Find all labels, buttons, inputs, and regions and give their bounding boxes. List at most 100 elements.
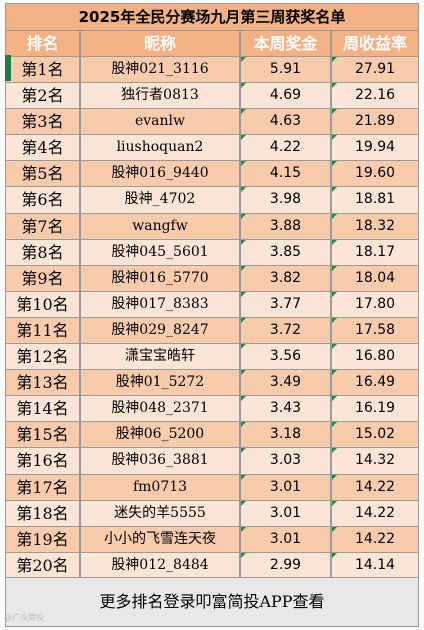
- rank-cell[interactable]: 第15名: [5, 422, 80, 449]
- prize-cell[interactable]: 3.49: [240, 370, 331, 397]
- header-weekly-return[interactable]: 周收益率: [331, 31, 419, 57]
- return-cell[interactable]: 27.91: [331, 57, 419, 84]
- return-cell[interactable]: 18.17: [331, 239, 419, 266]
- nickname-cell[interactable]: 股神016_5770: [80, 265, 240, 292]
- return-cell[interactable]: 19.94: [331, 135, 419, 162]
- prize-cell[interactable]: 3.56: [240, 344, 331, 371]
- nickname-cell[interactable]: 股神012_8484: [80, 552, 240, 579]
- table-row: 第1名 股神021_3116 5.91 27.91: [5, 57, 419, 84]
- return-cell[interactable]: 22.16: [331, 83, 419, 110]
- nickname-cell[interactable]: liushoquan2: [80, 135, 240, 162]
- prize-cell[interactable]: 3.98: [240, 187, 331, 214]
- header-rank[interactable]: 排名: [5, 31, 80, 57]
- return-cell[interactable]: 18.04: [331, 265, 419, 292]
- prize-cell[interactable]: 3.01: [240, 474, 331, 501]
- return-cell[interactable]: 14.22: [331, 474, 419, 501]
- table-row: 第18名 迷失的羊5555 3.01 14.22: [5, 500, 419, 527]
- rank-cell[interactable]: 第14名: [5, 396, 80, 423]
- rank-cell[interactable]: 第18名: [5, 500, 80, 527]
- prize-cell[interactable]: 4.22: [240, 135, 331, 162]
- prize-cell[interactable]: 3.77: [240, 291, 331, 318]
- nickname-cell[interactable]: 股神045_5601: [80, 239, 240, 266]
- prize-cell[interactable]: 3.18: [240, 422, 331, 449]
- rank-cell[interactable]: 第12名: [5, 344, 80, 371]
- table-row: 第20名 股神012_8484 2.99 14.14: [5, 552, 419, 579]
- cell-marker-icon: [241, 448, 246, 454]
- rank-cell[interactable]: 第9名: [5, 265, 80, 292]
- nickname-cell[interactable]: 股神01_5272: [80, 370, 240, 397]
- return-cell[interactable]: 18.32: [331, 213, 419, 240]
- return-cell[interactable]: 14.22: [331, 500, 419, 527]
- rank-cell[interactable]: 第19名: [5, 526, 80, 553]
- prize-cell[interactable]: 2.99: [240, 552, 331, 579]
- rank-cell[interactable]: 第8名: [5, 239, 80, 266]
- nickname-cell[interactable]: 股神016_9440: [80, 161, 240, 188]
- rank-cell[interactable]: 第4名: [5, 135, 80, 162]
- prize-cell[interactable]: 3.72: [240, 317, 331, 345]
- nickname-cell[interactable]: 股神048_2371: [80, 396, 240, 423]
- prize-cell[interactable]: 3.82: [240, 265, 331, 292]
- prize-cell[interactable]: 4.63: [240, 109, 331, 136]
- nickname-cell[interactable]: 股神017_8383: [80, 291, 240, 318]
- return-cell[interactable]: 17.58: [331, 317, 419, 345]
- cell-marker-icon: [241, 526, 246, 532]
- return-cell[interactable]: 14.14: [331, 552, 419, 579]
- rank-cell[interactable]: 第17名: [5, 474, 80, 501]
- prize-cell[interactable]: 3.88: [240, 213, 331, 240]
- rank-cell[interactable]: 第5名: [5, 161, 80, 188]
- rank-cell[interactable]: 第11名: [5, 317, 80, 345]
- footer-note: 更多排名登录叩富简投APP查看: [5, 577, 419, 627]
- rank-cell[interactable]: 第16名: [5, 448, 80, 475]
- table-row: 第14名 股神048_2371 3.43 16.19: [5, 396, 419, 423]
- rank-cell[interactable]: 第3名: [5, 109, 80, 136]
- rank-cell[interactable]: 第6名: [5, 187, 80, 214]
- nickname-cell[interactable]: evanlw: [80, 109, 240, 136]
- prize-cell[interactable]: 3.43: [240, 396, 331, 423]
- rank-cell[interactable]: 第7名: [5, 213, 80, 240]
- prize-cell[interactable]: 4.69: [240, 83, 331, 110]
- return-cell[interactable]: 21.89: [331, 109, 419, 136]
- rank-cell[interactable]: 第20名: [5, 552, 80, 579]
- return-cell[interactable]: 16.49: [331, 370, 419, 397]
- prize-cell[interactable]: 4.15: [240, 161, 331, 188]
- prize-cell[interactable]: 3.03: [240, 448, 331, 475]
- return-cell[interactable]: 17.80: [331, 291, 419, 318]
- nickname-cell[interactable]: 股神_4702: [80, 187, 240, 214]
- rank-cell[interactable]: 第2名: [5, 83, 80, 110]
- nickname-cell[interactable]: 独行者0813: [80, 83, 240, 110]
- cell-marker-icon: [332, 317, 337, 323]
- return-cell[interactable]: 18.81: [331, 187, 419, 214]
- nickname-cell[interactable]: wangfw: [80, 213, 240, 240]
- watermark: @广众简投: [4, 613, 44, 622]
- return-cell[interactable]: 16.19: [331, 396, 419, 423]
- prize-cell[interactable]: 5.91: [240, 57, 331, 84]
- cell-marker-icon: [241, 396, 246, 402]
- header-nickname[interactable]: 昵称: [80, 31, 240, 57]
- nickname-cell[interactable]: 股神021_3116: [80, 57, 240, 84]
- nickname-cell[interactable]: 迷失的羊5555: [80, 500, 240, 527]
- cell-marker-icon: [332, 265, 337, 271]
- prize-cell[interactable]: 3.85: [240, 239, 331, 266]
- prize-cell[interactable]: 3.01: [240, 526, 331, 553]
- nickname-cell[interactable]: 潇宝宝皓轩: [80, 344, 240, 371]
- prize-cell[interactable]: 3.01: [240, 500, 331, 527]
- nickname-cell[interactable]: fm0713: [80, 474, 240, 501]
- cell-marker-icon: [332, 109, 337, 115]
- cell-marker-icon: [241, 552, 246, 558]
- header-weekly-prize[interactable]: 本周奖金: [240, 31, 331, 57]
- nickname-cell[interactable]: 股神036_3881: [80, 448, 240, 475]
- return-cell[interactable]: 16.80: [331, 344, 419, 371]
- return-cell[interactable]: 15.02: [331, 422, 419, 449]
- rank-cell[interactable]: 第1名: [5, 57, 80, 84]
- return-cell[interactable]: 14.22: [331, 526, 419, 553]
- return-cell[interactable]: 14.32: [331, 448, 419, 475]
- rank-cell[interactable]: 第10名: [5, 291, 80, 318]
- nickname-cell[interactable]: 股神029_8247: [80, 317, 240, 345]
- table-row: 第12名 潇宝宝皓轩 3.56 16.80: [5, 344, 419, 371]
- table-row: 第5名 股神016_9440 4.15 19.60: [5, 161, 419, 188]
- return-cell[interactable]: 19.60: [331, 161, 419, 188]
- rank-cell[interactable]: 第13名: [5, 370, 80, 397]
- nickname-cell[interactable]: 小小的飞雪连天夜: [80, 526, 240, 553]
- nickname-cell[interactable]: 股神06_5200: [80, 422, 240, 449]
- cell-marker-icon: [241, 370, 246, 376]
